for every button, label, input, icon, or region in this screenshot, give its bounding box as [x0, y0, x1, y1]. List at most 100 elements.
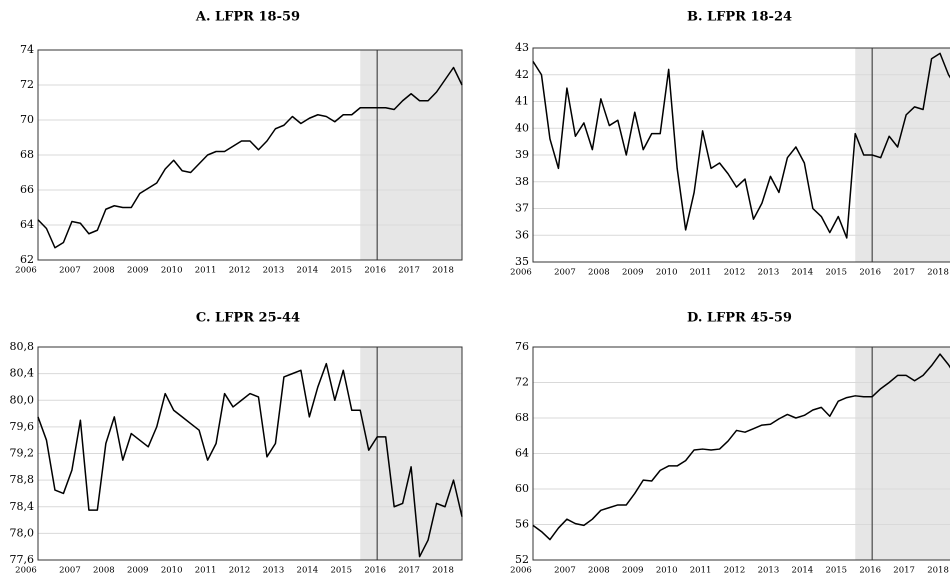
x-tick-label: 2007 [554, 268, 576, 278]
x-tick-label: 2017 [398, 566, 420, 575]
x-tick-label: 2009 [127, 266, 149, 276]
data-line [37, 66, 463, 249]
x-tick-label: 2017 [893, 566, 915, 575]
x-tick-label: 2013 [758, 268, 780, 278]
x-tick-label: 2015 [825, 566, 847, 575]
y-tick-label: 52 [515, 553, 529, 566]
panel-title: B. LFPR 18-24 [687, 10, 792, 25]
y-tick-label: 64 [20, 218, 34, 231]
panel: C. LFPR 25-44 77,6 78,0 78,4 78,8 79,2 79,6 80,… [10, 311, 463, 575]
x-tick-label: 2017 [398, 266, 420, 276]
x-tick-label: 2009 [622, 268, 644, 278]
y-tick-label: 77,6 [10, 553, 35, 566]
x-tick-label: 2013 [263, 266, 285, 276]
x-tick-label: 2018 [927, 566, 949, 575]
x-tick-label: 2014 [792, 566, 814, 575]
y-tick-label: 72 [20, 78, 34, 91]
y-tick-label: 80,4 [10, 367, 35, 380]
x-tick-label: 2014 [297, 566, 319, 575]
y-tick-label: 74 [20, 43, 34, 56]
x-tick-label: 2012 [229, 566, 251, 575]
x-tick-label: 2006 [510, 268, 532, 278]
x-tick-label: 2009 [127, 566, 149, 575]
data-line [532, 52, 950, 239]
x-tick-label: 2015 [825, 268, 847, 278]
panel-title: D. LFPR 45-59 [687, 311, 792, 326]
x-tick-label: 2006 [15, 566, 37, 575]
plot-frame [532, 346, 950, 561]
y-tick-label: 68 [515, 411, 529, 424]
x-tick-label: 2014 [792, 268, 814, 278]
y-tick-label: 78,0 [10, 526, 35, 539]
x-tick-label: 2009 [622, 566, 644, 575]
x-tick-label: 2012 [724, 268, 746, 278]
x-tick-label: 2011 [195, 266, 217, 276]
x-tick-label: 2015 [330, 566, 352, 575]
x-tick-label: 2016 [364, 266, 386, 276]
x-tick-label: 2016 [859, 566, 881, 575]
x-tick-label: 2010 [656, 566, 678, 575]
plot-frame [532, 47, 950, 263]
x-tick-label: 2015 [330, 266, 352, 276]
x-tick-label: 2016 [859, 268, 881, 278]
x-tick-label: 2011 [690, 566, 712, 575]
x-tick-label: 2014 [297, 266, 319, 276]
y-tick-label: 41 [515, 95, 529, 108]
x-tick-label: 2016 [364, 566, 386, 575]
x-tick-label: 2011 [690, 268, 712, 278]
x-tick-label: 2012 [724, 566, 746, 575]
panel-title: A. LFPR 18-59 [195, 10, 300, 25]
y-tick-label: 72 [515, 376, 529, 389]
x-tick-label: 2007 [59, 266, 81, 276]
y-tick-label: 43 [515, 41, 529, 54]
y-tick-label: 56 [515, 518, 529, 531]
y-tick-label: 36 [515, 228, 529, 241]
y-tick-label: 80,8 [10, 340, 35, 353]
y-tick-label: 60 [515, 482, 529, 495]
x-tick-label: 2018 [432, 566, 454, 575]
y-tick-label: 70 [20, 113, 34, 126]
plot-frame [37, 49, 463, 261]
y-tick-label: 80,0 [10, 393, 35, 406]
y-tick-label: 66 [20, 183, 34, 196]
y-tick-label: 64 [515, 447, 529, 460]
panel: A. LFPR 18-59 62 64 66 68 70 72 74 2006 2007 2008 2… [15, 10, 463, 276]
y-tick-label: 62 [20, 253, 34, 266]
y-tick-label: 79,2 [10, 447, 35, 460]
x-tick-label: 2013 [263, 566, 285, 575]
data-line [37, 362, 463, 558]
y-tick-label: 38 [515, 175, 529, 188]
x-tick-label: 2007 [554, 566, 576, 575]
x-tick-label: 2008 [93, 266, 115, 276]
x-tick-label: 2006 [15, 266, 37, 276]
x-tick-label: 2012 [229, 266, 251, 276]
y-tick-label: 79,6 [10, 420, 35, 433]
x-tick-label: 2010 [161, 266, 183, 276]
panel: D. LFPR 45-59 52 56 60 64 68 72 76 2006 2007 2008 2… [510, 311, 950, 575]
panel: B. LFPR 18-24 35 36 37 38 39 40 41 42 43 2006 2007 2… [510, 10, 950, 278]
data-line [532, 353, 950, 541]
panel-title: C. LFPR 25-44 [196, 311, 300, 326]
x-tick-label: 2017 [893, 268, 915, 278]
y-tick-label: 37 [515, 202, 529, 215]
x-tick-label: 2006 [510, 566, 532, 575]
x-tick-label: 2010 [161, 566, 183, 575]
y-tick-label: 40 [515, 121, 529, 134]
x-tick-label: 2010 [656, 268, 678, 278]
plot-frame [37, 346, 463, 561]
x-tick-label: 2013 [758, 566, 780, 575]
x-tick-label: 2018 [927, 268, 949, 278]
x-tick-label: 2011 [195, 566, 217, 575]
y-tick-label: 76 [515, 340, 529, 353]
x-tick-label: 2008 [588, 566, 610, 575]
x-tick-label: 2008 [588, 268, 610, 278]
y-tick-label: 78,4 [10, 500, 35, 513]
y-tick-label: 42 [515, 68, 529, 81]
y-tick-label: 35 [515, 255, 529, 268]
y-tick-label: 78,8 [10, 473, 35, 486]
y-tick-label: 68 [20, 148, 34, 161]
x-tick-label: 2007 [59, 566, 81, 575]
x-tick-label: 2008 [93, 566, 115, 575]
x-tick-label: 2018 [432, 266, 454, 276]
